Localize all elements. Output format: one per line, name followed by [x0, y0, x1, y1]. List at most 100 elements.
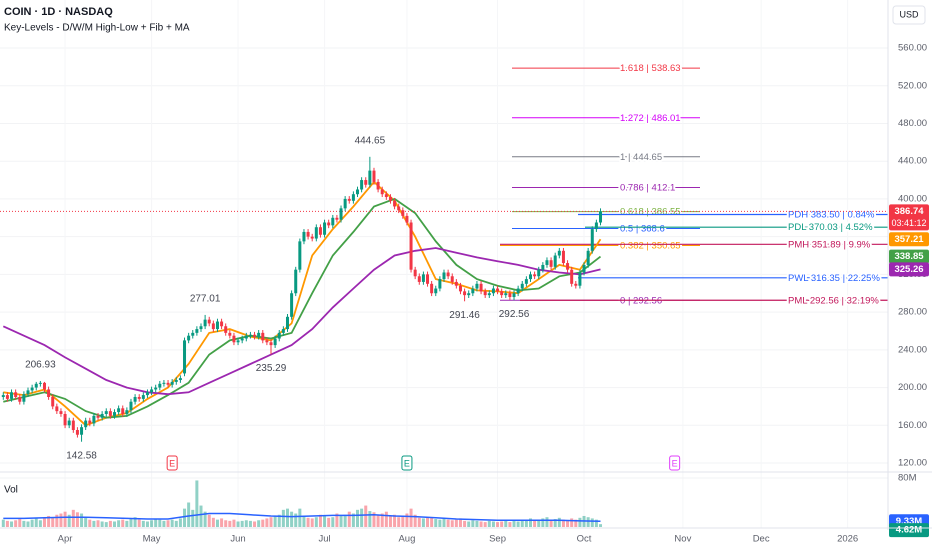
x-tick-label: May — [143, 534, 161, 545]
key-level-part: 22.25% — [848, 272, 881, 283]
candle-body — [347, 198, 351, 201]
candle-body — [203, 319, 207, 327]
last-price-label: 386.74 — [894, 206, 924, 217]
volume-bar — [290, 511, 294, 527]
candle-body — [133, 396, 137, 402]
y-tick-label: 200.00 — [898, 382, 927, 393]
candle-body — [166, 382, 170, 385]
candle-body — [183, 340, 187, 374]
moving-average-line — [2, 247, 601, 396]
candle-body — [75, 430, 79, 435]
chart-title: COIN · 1D · NASDAQ — [4, 6, 113, 18]
candle-body — [426, 274, 430, 284]
candle-body — [244, 335, 248, 339]
volume-bar — [314, 517, 318, 527]
volume-bar — [450, 520, 454, 527]
candle-body — [335, 217, 339, 220]
volume-bar — [405, 513, 409, 527]
fib-label: 1 | 444.65 — [620, 151, 662, 162]
candle-body — [376, 181, 380, 190]
key-level-part: PWL — [788, 272, 808, 283]
fib-label: 0.5 | 368.6 — [620, 223, 665, 234]
candle-body — [475, 283, 479, 289]
candle-body — [125, 410, 129, 414]
volume-bar — [491, 521, 495, 527]
volume-bar — [244, 520, 248, 527]
volume-bar — [22, 520, 26, 527]
candle-body — [508, 293, 512, 298]
earnings-marker[interactable] — [401, 455, 413, 471]
candle-body — [553, 255, 557, 267]
candle-body — [343, 198, 347, 209]
fib-label-part: | — [646, 206, 648, 217]
y-tick-label: 560.00 — [898, 43, 927, 54]
volume-bar — [203, 511, 207, 527]
volume-bar — [298, 508, 302, 527]
key-level-label: PDH 383.50 | 0.84% — [788, 209, 875, 220]
volume-bar — [75, 512, 79, 527]
candle-body — [430, 283, 434, 294]
candle-body — [63, 413, 67, 426]
earnings-marker[interactable] — [166, 455, 178, 471]
volume-bar — [446, 519, 450, 527]
candle-body — [104, 411, 108, 414]
ma-value-label: 325.26 — [894, 264, 923, 275]
volume-bar — [158, 519, 162, 527]
volume-bar — [133, 517, 137, 527]
volume-bar — [38, 520, 42, 527]
candle-body — [487, 293, 491, 296]
candle-body — [211, 323, 215, 330]
candle-body — [388, 197, 392, 201]
volume-bar — [364, 505, 368, 527]
candle-body — [541, 264, 545, 270]
volume-bar — [479, 521, 483, 527]
volume-bar — [141, 520, 145, 527]
y-tick-label: 480.00 — [898, 118, 927, 129]
candle-body — [504, 293, 508, 296]
volume-bar — [104, 522, 108, 527]
volume-bar — [553, 519, 557, 527]
volume-bar — [339, 515, 343, 527]
candle-body — [108, 411, 112, 416]
volume-bar — [335, 513, 339, 527]
volume-bar — [590, 518, 594, 527]
pivot-label: 277.01 — [190, 294, 221, 305]
candle-body — [356, 189, 360, 195]
key-level-part: 316.35 — [811, 272, 840, 283]
volume-bar — [129, 518, 133, 527]
volume-bar — [454, 519, 458, 527]
volume-bar — [55, 514, 59, 527]
fib-label-part: 1.618 — [620, 63, 644, 74]
candle-body — [582, 264, 586, 273]
volume-bar — [483, 522, 487, 527]
candle-body — [491, 288, 495, 294]
candle-body — [590, 229, 594, 251]
candle-body — [92, 415, 96, 424]
volume-bar — [162, 520, 166, 527]
earnings-marker[interactable] — [669, 455, 681, 471]
volume-bar — [467, 521, 471, 527]
candle-body — [294, 269, 298, 294]
earnings-label: E — [169, 458, 175, 468]
x-tick-label: Apr — [58, 534, 73, 545]
volume-bar — [306, 517, 310, 527]
candle-body — [228, 332, 232, 336]
candle-body — [121, 408, 125, 414]
candle-body — [38, 382, 42, 384]
candle-body — [285, 316, 289, 330]
x-tick-label: Dec — [753, 534, 770, 545]
fib-label-part: | — [646, 240, 648, 251]
fib-label-part: 0.786 — [620, 182, 644, 193]
volume-bar — [100, 521, 104, 527]
candle-body — [261, 332, 265, 341]
volume-bar — [380, 513, 384, 527]
volume-bar — [191, 509, 195, 527]
candles — [1, 156, 603, 442]
volume-bar — [463, 520, 467, 527]
volume-bar — [310, 518, 314, 527]
volume-bar — [113, 521, 117, 527]
volume-bar — [240, 520, 244, 527]
candle-body — [154, 387, 158, 390]
currency-button[interactable] — [892, 5, 926, 25]
currency-label[interactable]: USD — [899, 9, 919, 19]
